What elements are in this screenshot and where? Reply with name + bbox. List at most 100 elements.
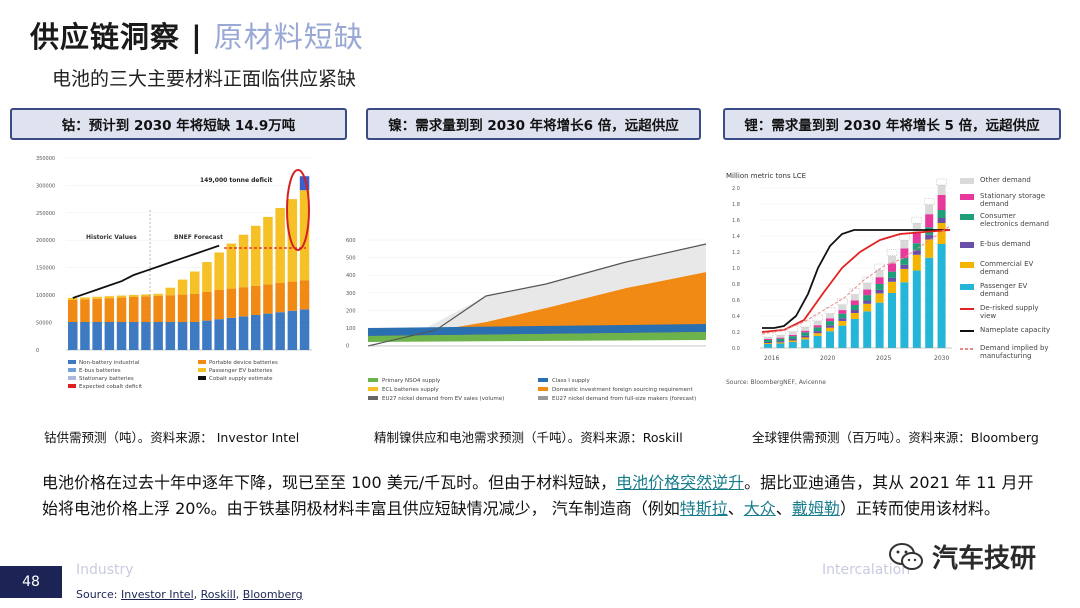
cobalt-bar-segment: [141, 296, 151, 322]
tesla-link[interactable]: 特斯拉: [679, 499, 728, 518]
lithium-bar-segment: [888, 255, 896, 264]
cobalt-bar-segment: [153, 322, 163, 350]
cobalt-bar-segment: [214, 319, 224, 350]
lithium-bar-segment: [937, 195, 946, 210]
lithium-bar-segment: [813, 320, 822, 326]
cobalt-bar-segment: [238, 287, 249, 317]
nickel-hatched-area: [368, 244, 706, 336]
source-link-roskill[interactable]: Roskill: [200, 588, 236, 601]
lithium-bar-segment: [764, 340, 772, 342]
cobalt-legend-swatch: [68, 384, 76, 388]
lithium-bar-segment: [875, 270, 884, 278]
lithium-bar-segment: [764, 339, 772, 340]
lithium-bar-segment: [888, 281, 896, 293]
body-sep-2: 、: [775, 499, 792, 518]
cobalt-bar-segment: [92, 322, 102, 350]
cobalt-bar-segment: [104, 296, 115, 299]
source-link-investor-intel[interactable]: Investor Intel: [120, 588, 194, 601]
lithium-bar-segment: [813, 325, 822, 328]
cobalt-bars: [68, 176, 310, 350]
lithium-bar-segment: [813, 327, 822, 332]
lithium-legend-swatch: [960, 242, 974, 248]
lithium-bar-segment: [826, 327, 834, 332]
lithium-bar-segment: [875, 283, 884, 290]
lithium-bar-segment: [850, 305, 859, 310]
lithium-bar-segment: [764, 342, 772, 343]
lithium-xtick: 2020: [820, 355, 835, 362]
lithium-bar-segment: [838, 304, 847, 311]
cobalt-bar-segment: [202, 320, 212, 350]
daimler-link[interactable]: 戴姆勒: [791, 499, 840, 518]
cobalt-bar-segment: [104, 298, 115, 322]
lithium-ytick: 1.4: [732, 234, 740, 240]
lithium-ytick: 0.6: [732, 298, 740, 304]
lithium-bar-segment: [764, 343, 772, 344]
lithium-bar-segment: [925, 214, 934, 228]
lithium-bar-segment: [937, 244, 946, 348]
nickel-ytick: 200: [346, 308, 356, 314]
source-link-bloomberg[interactable]: Bloomberg: [242, 588, 303, 601]
footer-source-sep-2: ,: [235, 588, 243, 601]
cobalt-bar-segment: [226, 243, 237, 289]
lithium-bar-segment: [863, 311, 872, 348]
cobalt-bar-segment: [68, 300, 78, 322]
volkswagen-link[interactable]: 大众: [743, 499, 776, 518]
lithium-bar-segment: [838, 325, 847, 348]
lithium-legend-label: De-risked supply: [980, 304, 1039, 312]
cobalt-supply-line: [72, 244, 220, 299]
lithium-ytick: 0.8: [732, 282, 740, 288]
lithium-ytick: 0.4: [732, 314, 740, 320]
lithium-caption: 全球锂供需预测（百万吨）。资料来源：Bloomberg: [752, 430, 1039, 445]
cobalt-bar-segment: [190, 322, 200, 350]
lithium-bar-outline: [899, 233, 910, 241]
cobalt-ytick: 200000: [36, 238, 55, 244]
lithium-ytick: 2.0: [732, 186, 740, 192]
cobalt-bar-segment: [275, 312, 285, 350]
cobalt-legend-label: Expected cobalt deficit: [79, 384, 143, 390]
cobalt-bar-segment: [214, 290, 224, 320]
lithium-ytick: 1.6: [732, 218, 740, 224]
cobalt-ytick: 150000: [36, 266, 55, 272]
cobalt-caption: 钴供需预测（吨）。资料来源： Investor Intel: [44, 430, 300, 445]
lithium-bar-segment: [937, 218, 946, 223]
lithium-bar-segment: [826, 313, 834, 319]
lithium-legend-label-cont: electronics demand: [980, 220, 1049, 228]
cobalt-bar-segment: [141, 294, 151, 297]
cobalt-deficit-label: 149,000 tonne deficit: [200, 177, 273, 184]
lithium-legend-label-cont: demand: [980, 290, 1009, 298]
lithium-bar-segment: [764, 344, 772, 348]
lithium-bar-segment: [788, 331, 797, 335]
lithium-xtick: 2016: [764, 355, 779, 362]
lithium-bar-segment: [850, 300, 859, 305]
cobalt-bar-segment: [129, 322, 139, 350]
lithium-legend-swatch: [960, 194, 974, 200]
lithium-legend-label: Other demand: [980, 176, 1031, 184]
lithium-xtick: 2030: [934, 355, 949, 362]
lithium-legend-label-cont: manufacturing: [980, 352, 1031, 360]
cobalt-legend-swatch: [68, 360, 76, 364]
nickel-legend-swatch: [368, 396, 378, 400]
lithium-bar-segment: [788, 340, 797, 342]
nickel-legend-swatch: [538, 387, 548, 391]
cobalt-bar-segment: [263, 216, 273, 285]
lithium-ytick: 1.2: [732, 250, 740, 256]
body-sep-1: 、: [727, 499, 744, 518]
lithium-bar-segment: [888, 292, 896, 348]
lithium-bar-segment: [788, 334, 797, 337]
lithium-legend-swatch: [960, 284, 974, 290]
cobalt-bar-segment: [287, 310, 298, 350]
body-text-1: 电池价格在过去十年中逐年下降，现已至至 100 美元/千瓦时。但由于材料短缺，: [42, 473, 617, 492]
lithium-bar-segment: [838, 313, 847, 319]
cobalt-legend-label: Passenger EV batteries: [209, 368, 273, 374]
cobalt-bar-segment: [68, 298, 78, 300]
footer-industry: Industry: [76, 562, 134, 578]
lithium-legend-label: Stationary storage: [980, 192, 1045, 200]
lithium-bar-segment: [900, 258, 909, 265]
lithium-bar-segment: [900, 268, 909, 283]
lithium-legend-label: Nameplate capacity: [980, 326, 1050, 334]
lithium-bar-segment: [801, 339, 810, 348]
lithium-implied-line: [761, 225, 951, 335]
lithium-ytick: 0.2: [732, 330, 740, 336]
cobalt-bar-segment: [190, 294, 200, 322]
battery-price-link[interactable]: 电池价格突然逆升: [616, 473, 745, 492]
